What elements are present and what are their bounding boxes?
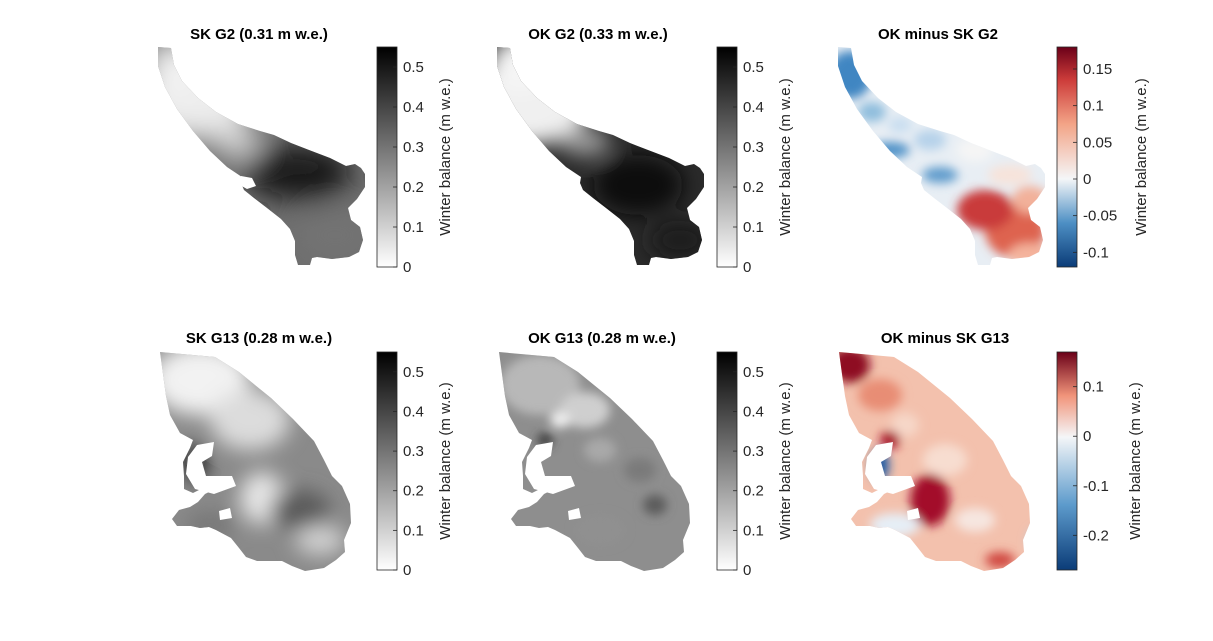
colorbar-tick-label: 0.4 <box>743 403 764 420</box>
colorbar-tick-label: 0.1 <box>743 219 764 236</box>
panel-diff-g13: OK minus SK G13 -0.2 -0.1 0 0.1 <box>839 330 1144 571</box>
colorbar-tick-label: 0.3 <box>743 139 764 156</box>
heatmap-field <box>839 352 1030 571</box>
colorbar-tick-label: 0.1 <box>743 522 764 539</box>
heatmap-field <box>838 47 1045 265</box>
colorbar-tick-label: -0.1 <box>1083 478 1109 495</box>
colorbar-tick-label: 0.5 <box>743 59 764 76</box>
heatmap-field <box>499 352 690 571</box>
colorbar-tick-label: 0.1 <box>403 219 424 236</box>
heatmap-field <box>160 352 351 571</box>
glacier-hole <box>238 176 256 189</box>
colorbar-label: Winter balance (m w.e.) <box>437 78 454 236</box>
panel-ok-g13: OK G13 (0.28 m w.e.) 0 0.1 0.2 0.3 0.4 0.5 Wi… <box>499 330 794 579</box>
panel-title: OK minus SK G2 <box>878 26 998 43</box>
panel-title: OK G13 (0.28 m w.e.) <box>528 330 676 347</box>
colorbar: -0.1 -0.05 0 0.05 0.1 0.15 Winter balance (m … <box>1056 46 1150 268</box>
colorbar: 0 0.1 0.2 0.3 0.4 0.5 Winter balance (m w.e.) <box>376 351 454 579</box>
colorbar-tick-label: 0.2 <box>403 483 424 500</box>
panel-title: SK G13 (0.28 m w.e.) <box>186 330 332 347</box>
colorbar-tick-label: 0.5 <box>403 364 424 381</box>
heatmap-field <box>158 47 365 265</box>
colorbar-tick-label: 0 <box>1083 171 1091 188</box>
colorbar-tick-label: 0.1 <box>1083 379 1104 396</box>
colorbar-tick-label: 0.3 <box>743 443 764 460</box>
colorbar-tick-label: 0.2 <box>403 179 424 196</box>
colorbar-tick-label: 0.1 <box>1083 98 1104 115</box>
colorbar-tick-label: 0 <box>743 259 751 276</box>
panel-sk-g2: SK G2 (0.31 m w.e.) 0 0.1 0.2 0.3 0.4 0.5 Win… <box>158 26 454 276</box>
colorbar-tick-label: -0.2 <box>1083 527 1109 544</box>
colorbar-tick-label: 0.05 <box>1083 134 1112 151</box>
colorbar-tick-label: 0.5 <box>403 59 424 76</box>
colorbar: 0 0.1 0.2 0.3 0.4 0.5 Winter balance (m w.e.) <box>716 351 794 579</box>
colorbar-tick-label: 0.4 <box>743 99 764 116</box>
colorbar-tick-label: 0 <box>403 562 411 579</box>
colorbar-tick-label: 0 <box>743 562 751 579</box>
colorbar-tick-label: -0.1 <box>1083 244 1109 261</box>
colorbar-tick-label: 0.2 <box>743 179 764 196</box>
panel-title: SK G2 (0.31 m w.e.) <box>190 26 328 43</box>
colorbar: 0 0.1 0.2 0.3 0.4 0.5 Winter balance (m w.e.) <box>716 46 794 276</box>
glacier-holes <box>865 442 920 520</box>
colorbar-tick-label: 0.15 <box>1083 61 1112 78</box>
colorbar-tick-label: -0.05 <box>1083 208 1117 225</box>
glacier-holes <box>186 442 236 520</box>
panel-sk-g13: SK G13 (0.28 m w.e.) 0 0.1 0.2 0.3 0.4 0.5 Wi… <box>160 330 454 579</box>
colorbar-label: Winter balance (m w.e.) <box>1127 382 1144 540</box>
colorbar: 0 0.1 0.2 0.3 0.4 0.5 Winter balance (m w.e.) <box>376 46 454 276</box>
colorbar-tick-label: 0.4 <box>403 403 424 420</box>
colorbar-label: Winter balance (m w.e.) <box>777 78 794 236</box>
panel-diff-g2: OK minus SK G2 -0.1 -0.05 0 0.05 0.1 0.15 <box>838 26 1150 268</box>
colorbar-tick-label: 0.1 <box>403 522 424 539</box>
colorbar-label: Winter balance (m w.e.) <box>1133 78 1150 236</box>
panel-title: OK G2 (0.33 m w.e.) <box>528 26 668 43</box>
colorbar: -0.2 -0.1 0 0.1 Winter balance (m w.e.) <box>1056 351 1144 571</box>
panel-ok-g2: OK G2 (0.33 m w.e.) 0 0.1 0.2 0.3 0.4 0.5 Win… <box>497 26 794 276</box>
colorbar-tick-label: 0.4 <box>403 99 424 116</box>
heatmap-field <box>497 47 704 265</box>
colorbar-tick-label: 0.2 <box>743 483 764 500</box>
colorbar-label: Winter balance (m w.e.) <box>437 382 454 540</box>
glacier-holes <box>525 442 581 520</box>
colorbar-tick-label: 0.5 <box>743 364 764 381</box>
colorbar-tick-label: 0.3 <box>403 139 424 156</box>
panel-title: OK minus SK G13 <box>881 330 1009 347</box>
colorbar-tick-label: 0 <box>403 259 411 276</box>
colorbar-tick-label: 0 <box>1083 428 1091 445</box>
colorbar-tick-label: 0.3 <box>403 443 424 460</box>
colorbar-label: Winter balance (m w.e.) <box>777 382 794 540</box>
